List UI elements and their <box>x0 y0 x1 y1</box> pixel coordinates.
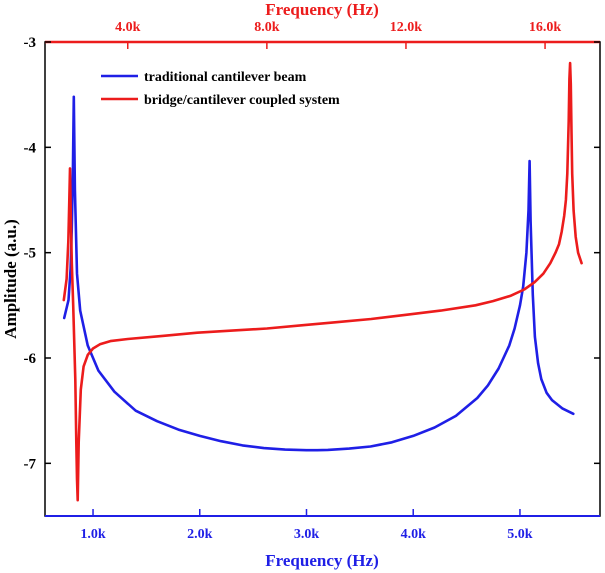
bottom-tick-label: 5.0k <box>507 527 533 542</box>
bottom-tick-label: 3.0k <box>294 527 320 542</box>
y-tick-label: -7 <box>24 456 37 472</box>
top-tick-label: 8.0k <box>254 20 280 35</box>
y-tick-label: -5 <box>24 246 37 262</box>
bottom-axis-title: Frequency (Hz) <box>265 551 378 570</box>
series-layer <box>62 61 583 502</box>
bottom-tick-label: 4.0k <box>401 527 427 542</box>
top-tick-label: 12.0k <box>390 20 423 35</box>
y-tick-label: -6 <box>24 351 37 367</box>
series-line-coupled <box>62 61 583 502</box>
top-tick-label: 16.0k <box>529 20 562 35</box>
top-axis-title: Frequency (Hz) <box>265 0 378 19</box>
series-line-traditional <box>62 95 575 452</box>
y-tick-label: -4 <box>24 140 37 156</box>
y-axis-title: Amplitude (a.u.) <box>1 219 20 338</box>
bottom-tick-label: 1.0k <box>80 527 106 542</box>
legend-label-coupled: bridge/cantilever coupled system <box>144 93 340 108</box>
y-axis-ticks: -7 -6 -5 -4 -3 <box>24 35 600 472</box>
y-tick-label: -3 <box>24 35 37 51</box>
legend-label-traditional: traditional cantilever beam <box>144 70 307 85</box>
bottom-tick-label: 2.0k <box>187 527 213 542</box>
top-tick-label: 4.0k <box>115 20 141 35</box>
legend: traditional cantilever beam bridge/canti… <box>101 70 340 108</box>
plot-frame <box>44 41 601 517</box>
bottom-axis-ticks: 1.0k 2.0k 3.0k 4.0k 5.0k <box>80 509 533 542</box>
top-axis-ticks: 4.0k 8.0k 12.0k 16.0k <box>115 20 561 49</box>
